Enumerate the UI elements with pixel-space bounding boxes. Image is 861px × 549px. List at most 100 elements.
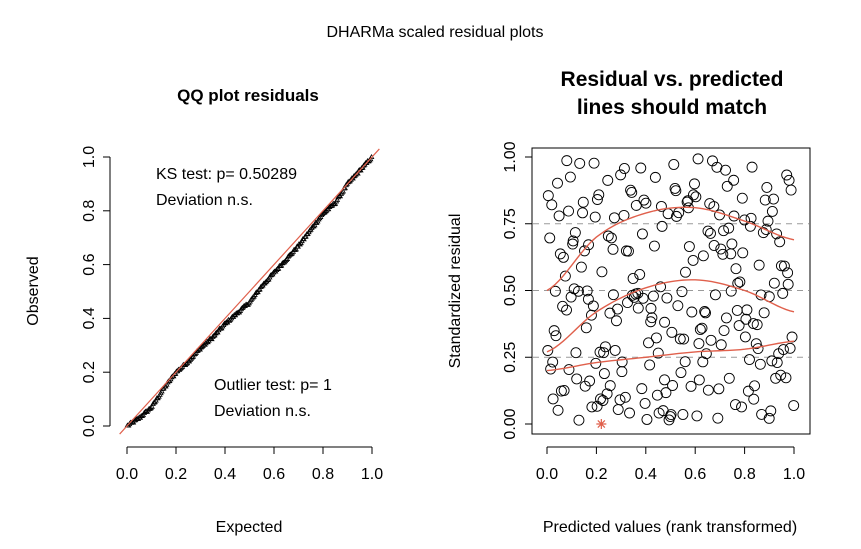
residual-point <box>685 380 697 392</box>
residual-point <box>786 331 798 343</box>
residual-point <box>609 344 621 356</box>
residual-point <box>715 339 727 351</box>
qq-y-tick-label: 0.6 <box>81 253 98 275</box>
residual-point <box>775 260 787 272</box>
residual-point <box>627 273 639 284</box>
figure-title: DHARMa scaled residual plots <box>327 24 544 41</box>
residual-point <box>677 409 689 420</box>
qq-point <box>143 408 150 414</box>
residual-point <box>608 212 620 224</box>
residual-point <box>612 404 624 415</box>
qq-point <box>337 193 344 199</box>
residual-point <box>638 194 650 206</box>
residual-point <box>780 372 792 384</box>
qq-point <box>288 251 295 257</box>
qq-x-tick-label: 0.0 <box>116 466 138 483</box>
residual-point <box>696 322 708 334</box>
residual-point <box>756 408 768 420</box>
residual-point <box>647 290 659 302</box>
quantile-curve-0.75 <box>546 206 795 292</box>
residual-point <box>693 374 705 386</box>
residual-point <box>686 306 698 318</box>
residual-point <box>553 210 565 222</box>
qq-x-tick-label: 0.6 <box>263 466 285 483</box>
residual-plot-title-line-2: lines should match <box>577 96 767 119</box>
outlier-test-label: Outlier test: p= 1 <box>214 377 332 394</box>
residual-point <box>586 401 598 413</box>
residual-y-ticks: 0.00 0.25 0.50 0.75 1.00 <box>502 141 532 440</box>
qq-point <box>311 222 318 228</box>
residual-point <box>690 191 702 203</box>
qq-point <box>293 246 299 252</box>
residual-point <box>591 400 603 412</box>
residual-point <box>542 345 554 356</box>
residual-point <box>709 289 721 301</box>
residual-point <box>750 338 762 350</box>
residual-point <box>678 333 690 345</box>
qq-x-tick-label: 0.4 <box>214 466 236 483</box>
residual-point <box>665 409 677 421</box>
residual-point <box>691 410 703 422</box>
residual-x-axis-title: Predicted values (rank transformed) <box>543 519 797 536</box>
residual-point <box>634 269 646 280</box>
residual-point <box>667 380 678 391</box>
residual-point <box>598 368 610 380</box>
residual-point <box>673 207 685 219</box>
residual-point <box>757 227 769 239</box>
qq-point <box>302 233 309 239</box>
qq-point <box>210 332 217 338</box>
residual-point <box>723 372 735 384</box>
quantile-regression-curves <box>546 206 795 372</box>
residual-point <box>607 289 619 301</box>
qq-point <box>212 330 219 336</box>
residual-point <box>659 316 671 328</box>
qq-points <box>124 154 375 428</box>
residual-point <box>550 330 562 342</box>
residual-point <box>736 192 748 204</box>
residual-point <box>785 184 797 196</box>
residual-point <box>630 199 642 211</box>
residual-point <box>689 178 700 190</box>
outlier-points <box>596 419 607 429</box>
qq-y-tick-label: 0.0 <box>81 415 98 437</box>
residual-point <box>687 189 699 201</box>
residual-point <box>547 393 559 405</box>
residual-point <box>644 359 656 371</box>
qq-point <box>258 283 265 289</box>
residual-point <box>737 247 749 259</box>
residual-point <box>699 306 711 317</box>
residual-point <box>574 157 586 169</box>
residual-point <box>702 225 714 237</box>
residual-point <box>777 287 789 299</box>
qq-y-tick-label: 0.2 <box>81 361 98 383</box>
residual-point <box>655 281 667 293</box>
residual-point <box>567 235 579 247</box>
residual-point <box>640 197 652 209</box>
residual-point <box>589 211 601 223</box>
residual-point <box>545 363 557 375</box>
residual-point <box>597 395 609 406</box>
qq-reference-line <box>119 148 380 435</box>
residual-point <box>730 399 741 411</box>
residual-point <box>713 383 725 395</box>
residual-point <box>765 405 777 417</box>
residual-point <box>718 325 730 337</box>
residual-point <box>753 259 765 271</box>
residual-point <box>747 318 759 330</box>
qq-point <box>306 227 313 233</box>
residual-x-ticks: 0.0 0.2 0.4 0.6 0.8 1.0 <box>536 447 805 483</box>
residual-point <box>700 307 711 319</box>
residual-point <box>616 366 628 378</box>
residual-point <box>546 199 558 211</box>
residual-point <box>715 243 727 255</box>
residual-point <box>616 356 628 368</box>
residual-point <box>602 230 614 242</box>
qq-x-ticks: 0.0 0.2 0.4 0.6 0.8 1.0 <box>116 447 383 483</box>
qq-point <box>255 286 262 292</box>
residual-point <box>771 357 783 368</box>
residual-point <box>733 320 745 331</box>
residual-point <box>573 285 584 297</box>
qq-point <box>340 188 346 194</box>
residual-point <box>637 292 649 304</box>
residual-point <box>702 384 714 396</box>
